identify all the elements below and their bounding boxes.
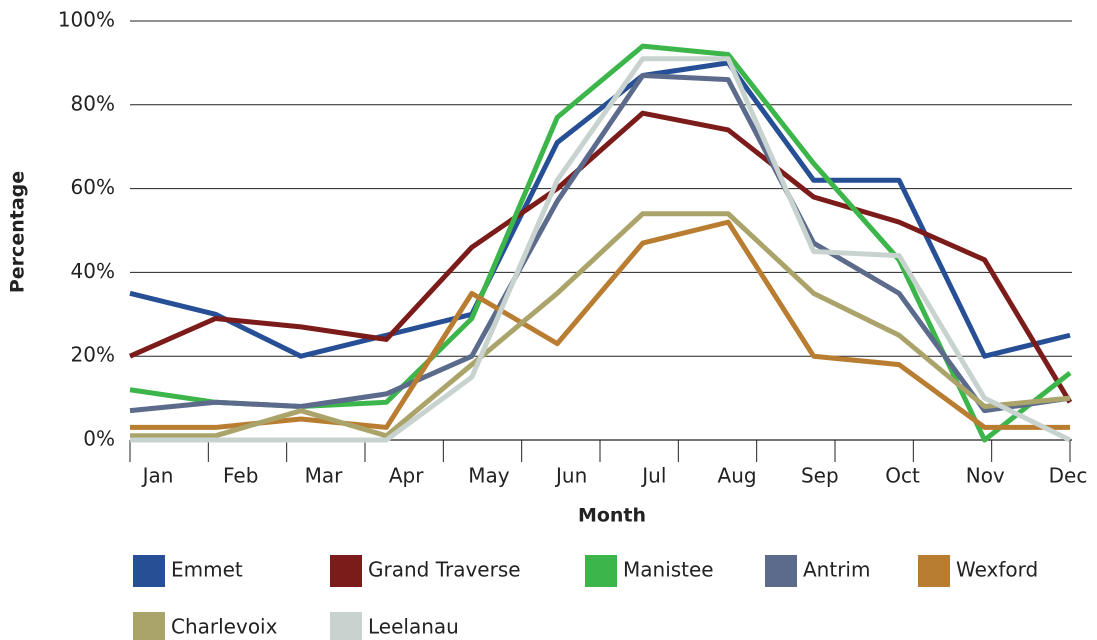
series-line bbox=[130, 219, 1070, 430]
legend-label: Manistee bbox=[623, 558, 714, 582]
x-tick-label: Apr bbox=[389, 464, 424, 488]
legend-swatch bbox=[330, 555, 362, 587]
legend-label: Wexford bbox=[956, 558, 1038, 582]
series-line bbox=[129, 72, 1071, 414]
x-tick-label: Jan bbox=[141, 464, 174, 488]
legend-swatch bbox=[330, 612, 362, 640]
y-tick-label: 60% bbox=[71, 175, 115, 199]
y-tick-label: 100% bbox=[58, 8, 115, 32]
legend-swatch bbox=[765, 555, 797, 587]
x-tick-label: Dec bbox=[1049, 464, 1088, 488]
legend-label: Grand Traverse bbox=[368, 558, 521, 582]
x-tick-label: Aug bbox=[718, 464, 757, 488]
y-axis-label: Percentage bbox=[7, 171, 29, 293]
x-tick-label: Mar bbox=[305, 464, 344, 488]
x-tick-label: Oct bbox=[885, 464, 920, 488]
y-tick-label: 80% bbox=[71, 91, 115, 115]
x-tick-label: Jul bbox=[640, 464, 666, 488]
legend-label: Charlevoix bbox=[171, 615, 278, 639]
series-line bbox=[130, 56, 1072, 443]
series-line bbox=[128, 110, 1073, 404]
x-axis-label: Month bbox=[578, 505, 646, 527]
series-line bbox=[130, 211, 1071, 439]
x-tick-label: Jun bbox=[554, 464, 587, 488]
y-tick-label: 40% bbox=[71, 259, 115, 283]
y-tick-label: 20% bbox=[71, 343, 115, 367]
x-tick-label: Feb bbox=[223, 464, 258, 488]
series-line bbox=[129, 60, 1071, 359]
x-tick-label: Sep bbox=[801, 464, 839, 488]
y-tick-label: 0% bbox=[83, 427, 115, 451]
x-tick-label: May bbox=[468, 464, 510, 488]
legend-label: Leelanau bbox=[368, 615, 459, 639]
legend-swatch bbox=[133, 612, 165, 640]
legend-label: Emmet bbox=[171, 558, 243, 582]
x-tick-label: Nov bbox=[966, 464, 1005, 488]
legend-label: Antrim bbox=[803, 558, 870, 582]
legend-swatch bbox=[918, 555, 950, 587]
legend-swatch bbox=[133, 555, 165, 587]
legend-swatch bbox=[585, 555, 617, 587]
